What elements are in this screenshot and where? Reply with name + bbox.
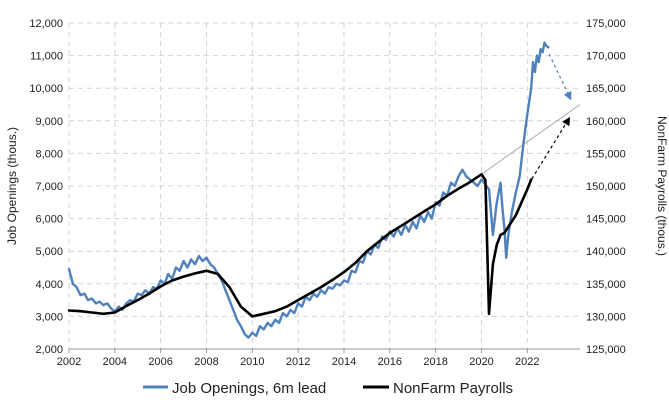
y-left-tick-label: 5,000 xyxy=(35,246,63,258)
x-tick-label: 2014 xyxy=(332,356,356,368)
projection-arrow xyxy=(531,116,571,180)
y-left-tick-label: 2,000 xyxy=(35,344,63,356)
y-left-tick-label: 12,000 xyxy=(29,18,63,30)
y-right-tick-label: 170,000 xyxy=(586,51,626,63)
y-left-tick-label: 4,000 xyxy=(35,279,63,291)
y-left-tick-label: 8,000 xyxy=(35,148,63,160)
y-left-axis-label: Job Openings (thous.) xyxy=(5,127,19,245)
series-line-nonfarm-payrolls xyxy=(67,173,533,318)
y-right-tick-label: 145,000 xyxy=(586,214,626,226)
series-line-job-openings xyxy=(67,41,550,339)
y-right-tick-label: 160,000 xyxy=(586,116,626,128)
y-right-tick-label: 175,000 xyxy=(586,18,626,30)
y-left-tick-label: 6,000 xyxy=(35,214,63,226)
y-right-tick-label: 140,000 xyxy=(586,246,626,258)
y-right-tick-label: 155,000 xyxy=(586,148,626,160)
x-tick-label: 2020 xyxy=(469,356,493,368)
gridlines xyxy=(68,22,580,350)
axes: 2,000 3,000 4,000 5,000 6,000 7,000 8,000 9,000… xyxy=(29,18,625,368)
annotations xyxy=(481,53,581,180)
y-right-tick-label: 130,000 xyxy=(586,311,626,323)
legend-label-job-openings: Job Openings, 6m lead xyxy=(172,380,326,397)
legend: Job Openings, 6m lead NonFarm Payrolls xyxy=(143,380,513,397)
y-left-tick-label: 3,000 xyxy=(35,311,63,323)
x-tick-label: 2010 xyxy=(240,356,264,368)
y-right-tick-label: 165,000 xyxy=(586,83,626,95)
x-tick-label: 2006 xyxy=(148,356,172,368)
trend-line xyxy=(481,104,581,175)
x-tick-label: 2012 xyxy=(286,356,310,368)
series xyxy=(67,41,550,339)
x-tick-label: 2004 xyxy=(103,356,127,368)
y-left-tick-label: 9,000 xyxy=(35,116,63,128)
y-right-tick-label: 150,000 xyxy=(586,181,626,193)
y-right-tick-label: 125,000 xyxy=(586,344,626,356)
x-tick-label: 2016 xyxy=(378,356,402,368)
projection-arrow xyxy=(548,53,572,101)
x-tick-label: 2008 xyxy=(194,356,218,368)
y-left-tick-label: 11,000 xyxy=(30,51,63,63)
x-tick-label: 2002 xyxy=(57,356,81,368)
legend-label-nonfarm-payrolls: NonFarm Payrolls xyxy=(393,380,513,397)
y-right-tick-label: 135,000 xyxy=(586,279,626,291)
y-left-tick-label: 10,000 xyxy=(29,83,63,95)
x-tick-label: 2018 xyxy=(423,356,447,368)
y-right-axis-label: NonFarm Payrolls (thous.) xyxy=(655,116,669,256)
y-left-tick-label: 7,000 xyxy=(35,181,63,193)
x-tick-label: 2022 xyxy=(515,356,539,368)
